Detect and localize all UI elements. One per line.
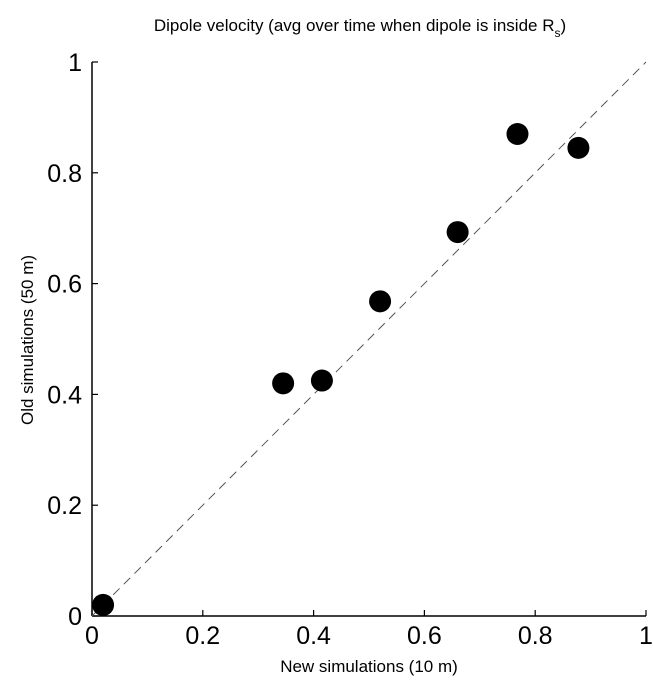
- data-point: [310, 369, 333, 392]
- x-tick-label: 0.6: [407, 622, 442, 650]
- y-tick-label: 0: [68, 603, 82, 631]
- identity-reference-line: [91, 61, 647, 617]
- data-point: [446, 221, 469, 244]
- data-point: [567, 136, 590, 159]
- y-axis-label: Old simulations (50 m): [18, 255, 37, 425]
- y-tick-label: 0.8: [47, 160, 82, 188]
- chart-title-close: ): [560, 16, 566, 35]
- x-tick-label: 0.2: [185, 622, 220, 650]
- x-tick-label: 0.8: [518, 622, 553, 650]
- y-tick-label: 0.4: [47, 381, 82, 409]
- y-tick-label: 0.2: [47, 492, 82, 520]
- data-point: [272, 372, 295, 395]
- x-tick-label: 0.4: [296, 622, 331, 650]
- x-tick-label: 0: [85, 622, 99, 650]
- y-tick-label: 0.6: [47, 271, 82, 299]
- data-points: [92, 123, 590, 616]
- x-tick-label: 1: [639, 622, 653, 650]
- data-point: [506, 123, 529, 146]
- data-point: [369, 290, 392, 313]
- data-point: [92, 593, 115, 616]
- x-axis-label: New simulations (10 m): [280, 657, 458, 676]
- chart-title-main: Dipole velocity (avg over time when dipo…: [154, 16, 555, 35]
- y-tick-label: 1: [68, 49, 82, 77]
- axes: [91, 62, 646, 617]
- chart-title-subscript: s: [554, 26, 560, 40]
- chart-title: Dipole velocity (avg over time when dipo…: [154, 16, 566, 40]
- ticks: 0 0.2 0.4 0.6 0.8 1 0 0.2 0.4 0.6 0.8 1: [47, 49, 653, 650]
